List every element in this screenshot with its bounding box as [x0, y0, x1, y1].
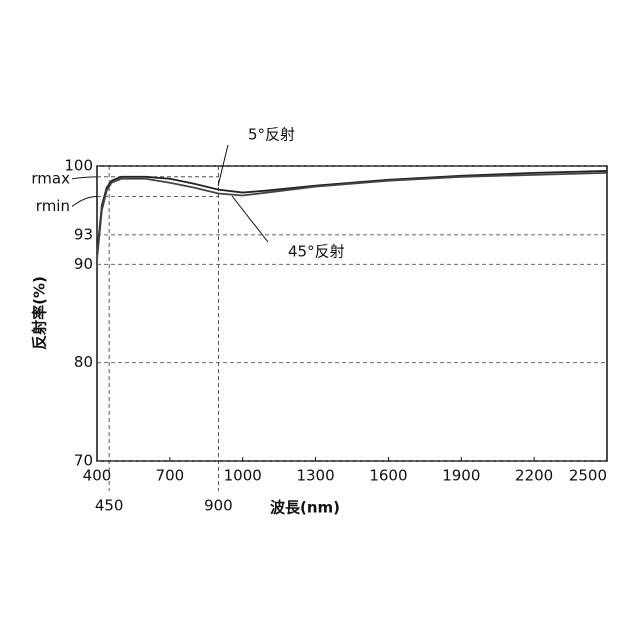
y-tick-label: 80 — [74, 353, 93, 371]
y-tick-label: 93 — [74, 225, 93, 243]
x-tick-label: 700 — [156, 467, 185, 485]
y-tick-label: 90 — [74, 255, 93, 273]
chart: 波長(nm) 反射率(%) 70809093100400700100013001… — [0, 0, 640, 640]
x-mark-label: 900 — [204, 497, 233, 515]
plot-frame — [97, 166, 607, 461]
x-tick-label: 2500 — [569, 467, 607, 485]
ref-leader — [72, 196, 97, 206]
x-mark-label: 450 — [95, 497, 124, 515]
ref-label: rmin — [36, 197, 70, 215]
series-label: 45°反射 — [288, 243, 345, 261]
ref-leader — [72, 177, 97, 179]
x-tick-label: 1300 — [296, 467, 334, 485]
x-tick-label: 2200 — [515, 467, 553, 485]
x-axis-label: 波長(nm) — [270, 499, 340, 517]
series-label: 5°反射 — [248, 126, 295, 144]
y-axis-label: 反射率(%) — [31, 276, 49, 350]
x-tick-label: 1600 — [369, 467, 407, 485]
x-tick-label: 1000 — [224, 467, 262, 485]
x-tick-label: 1900 — [442, 467, 480, 485]
series-line — [97, 173, 607, 260]
ref-label: rmax — [31, 169, 70, 187]
x-tick-label: 400 — [83, 467, 112, 485]
